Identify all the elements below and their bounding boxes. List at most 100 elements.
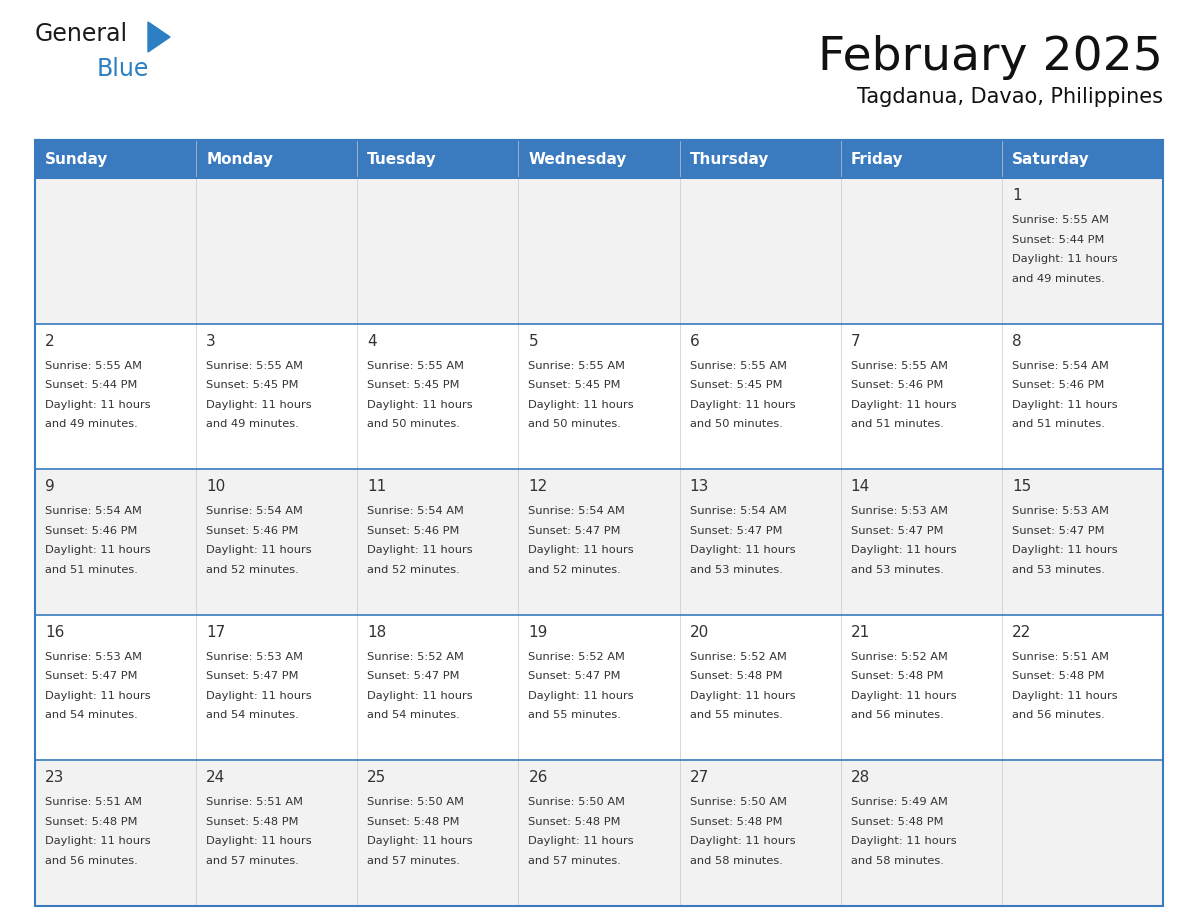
Text: 10: 10	[207, 479, 226, 494]
Text: Sunrise: 5:52 AM: Sunrise: 5:52 AM	[851, 652, 948, 662]
Text: 15: 15	[1012, 479, 1031, 494]
Text: Sunrise: 5:53 AM: Sunrise: 5:53 AM	[1012, 506, 1108, 516]
Text: and 50 minutes.: and 50 minutes.	[689, 420, 783, 429]
Text: Sunrise: 5:52 AM: Sunrise: 5:52 AM	[689, 652, 786, 662]
Text: Sunday: Sunday	[45, 151, 108, 166]
Text: Daylight: 11 hours: Daylight: 11 hours	[367, 399, 473, 409]
Text: Sunset: 5:46 PM: Sunset: 5:46 PM	[851, 380, 943, 390]
Text: Daylight: 11 hours: Daylight: 11 hours	[207, 399, 311, 409]
Text: Daylight: 11 hours: Daylight: 11 hours	[367, 691, 473, 700]
Text: Friday: Friday	[851, 151, 903, 166]
Text: Daylight: 11 hours: Daylight: 11 hours	[851, 691, 956, 700]
Text: Daylight: 11 hours: Daylight: 11 hours	[851, 399, 956, 409]
Text: February 2025: February 2025	[819, 35, 1163, 80]
Text: Sunset: 5:45 PM: Sunset: 5:45 PM	[367, 380, 460, 390]
Text: Sunset: 5:48 PM: Sunset: 5:48 PM	[851, 671, 943, 681]
Text: and 52 minutes.: and 52 minutes.	[367, 565, 460, 575]
Text: Sunset: 5:45 PM: Sunset: 5:45 PM	[529, 380, 621, 390]
Text: Sunrise: 5:55 AM: Sunrise: 5:55 AM	[45, 361, 143, 371]
Text: Daylight: 11 hours: Daylight: 11 hours	[1012, 254, 1118, 264]
Text: Sunrise: 5:54 AM: Sunrise: 5:54 AM	[1012, 361, 1108, 371]
Text: Sunset: 5:48 PM: Sunset: 5:48 PM	[689, 817, 782, 827]
Text: and 51 minutes.: and 51 minutes.	[851, 420, 943, 429]
Text: Sunset: 5:45 PM: Sunset: 5:45 PM	[207, 380, 298, 390]
Text: Daylight: 11 hours: Daylight: 11 hours	[45, 399, 151, 409]
Text: and 58 minutes.: and 58 minutes.	[851, 856, 943, 866]
Text: Sunrise: 5:54 AM: Sunrise: 5:54 AM	[207, 506, 303, 516]
Text: Sunset: 5:48 PM: Sunset: 5:48 PM	[689, 671, 782, 681]
Text: Sunset: 5:44 PM: Sunset: 5:44 PM	[1012, 234, 1104, 244]
Text: 2: 2	[45, 333, 55, 349]
Bar	[34, 469, 1163, 615]
Text: Daylight: 11 hours: Daylight: 11 hours	[529, 545, 634, 555]
Text: Daylight: 11 hours: Daylight: 11 hours	[207, 836, 311, 846]
Text: Sunrise: 5:51 AM: Sunrise: 5:51 AM	[207, 798, 303, 808]
Text: Sunset: 5:48 PM: Sunset: 5:48 PM	[1012, 671, 1105, 681]
Text: and 57 minutes.: and 57 minutes.	[367, 856, 460, 866]
Text: Sunset: 5:47 PM: Sunset: 5:47 PM	[367, 671, 460, 681]
Text: Tuesday: Tuesday	[367, 151, 437, 166]
Text: Sunrise: 5:53 AM: Sunrise: 5:53 AM	[207, 652, 303, 662]
Text: and 56 minutes.: and 56 minutes.	[45, 856, 138, 866]
Text: 21: 21	[851, 625, 870, 640]
Text: Sunrise: 5:51 AM: Sunrise: 5:51 AM	[1012, 652, 1108, 662]
Text: 12: 12	[529, 479, 548, 494]
Text: Sunset: 5:48 PM: Sunset: 5:48 PM	[851, 817, 943, 827]
Text: Sunrise: 5:55 AM: Sunrise: 5:55 AM	[851, 361, 948, 371]
Text: Daylight: 11 hours: Daylight: 11 hours	[529, 691, 634, 700]
Text: Daylight: 11 hours: Daylight: 11 hours	[367, 545, 473, 555]
Text: 14: 14	[851, 479, 870, 494]
Text: Sunset: 5:48 PM: Sunset: 5:48 PM	[367, 817, 460, 827]
Text: and 55 minutes.: and 55 minutes.	[529, 711, 621, 721]
Text: and 52 minutes.: and 52 minutes.	[207, 565, 299, 575]
Text: 18: 18	[367, 625, 386, 640]
Text: 26: 26	[529, 770, 548, 786]
Text: Daylight: 11 hours: Daylight: 11 hours	[1012, 691, 1118, 700]
Text: Sunrise: 5:54 AM: Sunrise: 5:54 AM	[529, 506, 625, 516]
Text: and 54 minutes.: and 54 minutes.	[45, 711, 138, 721]
Text: Sunrise: 5:55 AM: Sunrise: 5:55 AM	[367, 361, 465, 371]
Text: 22: 22	[1012, 625, 1031, 640]
Bar	[34, 178, 1163, 324]
Text: Daylight: 11 hours: Daylight: 11 hours	[529, 399, 634, 409]
Text: Sunrise: 5:51 AM: Sunrise: 5:51 AM	[45, 798, 143, 808]
Text: and 56 minutes.: and 56 minutes.	[851, 711, 943, 721]
Text: and 54 minutes.: and 54 minutes.	[207, 711, 299, 721]
Text: Sunrise: 5:55 AM: Sunrise: 5:55 AM	[529, 361, 625, 371]
Text: 6: 6	[689, 333, 700, 349]
Text: Sunset: 5:45 PM: Sunset: 5:45 PM	[689, 380, 782, 390]
Text: Daylight: 11 hours: Daylight: 11 hours	[689, 691, 795, 700]
Text: 25: 25	[367, 770, 386, 786]
Text: and 51 minutes.: and 51 minutes.	[1012, 420, 1105, 429]
Text: Sunrise: 5:55 AM: Sunrise: 5:55 AM	[207, 361, 303, 371]
Text: Sunrise: 5:55 AM: Sunrise: 5:55 AM	[689, 361, 786, 371]
Text: Sunset: 5:47 PM: Sunset: 5:47 PM	[207, 671, 298, 681]
Text: and 53 minutes.: and 53 minutes.	[689, 565, 783, 575]
Text: and 50 minutes.: and 50 minutes.	[367, 420, 460, 429]
Text: Sunrise: 5:55 AM: Sunrise: 5:55 AM	[1012, 215, 1108, 225]
Text: 7: 7	[851, 333, 860, 349]
Text: Sunrise: 5:54 AM: Sunrise: 5:54 AM	[689, 506, 786, 516]
Text: Daylight: 11 hours: Daylight: 11 hours	[45, 836, 151, 846]
Text: and 52 minutes.: and 52 minutes.	[529, 565, 621, 575]
Text: and 53 minutes.: and 53 minutes.	[851, 565, 943, 575]
Text: and 57 minutes.: and 57 minutes.	[207, 856, 299, 866]
Text: Sunrise: 5:49 AM: Sunrise: 5:49 AM	[851, 798, 948, 808]
Text: and 49 minutes.: and 49 minutes.	[207, 420, 299, 429]
Text: Sunset: 5:46 PM: Sunset: 5:46 PM	[45, 526, 138, 536]
Text: Wednesday: Wednesday	[529, 151, 627, 166]
Text: 13: 13	[689, 479, 709, 494]
Text: Sunset: 5:44 PM: Sunset: 5:44 PM	[45, 380, 138, 390]
Bar	[34, 140, 1163, 906]
Text: 24: 24	[207, 770, 226, 786]
Text: Daylight: 11 hours: Daylight: 11 hours	[689, 399, 795, 409]
Text: 17: 17	[207, 625, 226, 640]
Text: Sunset: 5:47 PM: Sunset: 5:47 PM	[851, 526, 943, 536]
Text: Daylight: 11 hours: Daylight: 11 hours	[1012, 399, 1118, 409]
Text: Daylight: 11 hours: Daylight: 11 hours	[689, 836, 795, 846]
Text: Tagdanua, Davao, Philippines: Tagdanua, Davao, Philippines	[857, 87, 1163, 107]
Text: Saturday: Saturday	[1012, 151, 1089, 166]
Text: 19: 19	[529, 625, 548, 640]
Text: 28: 28	[851, 770, 870, 786]
Text: Thursday: Thursday	[689, 151, 769, 166]
